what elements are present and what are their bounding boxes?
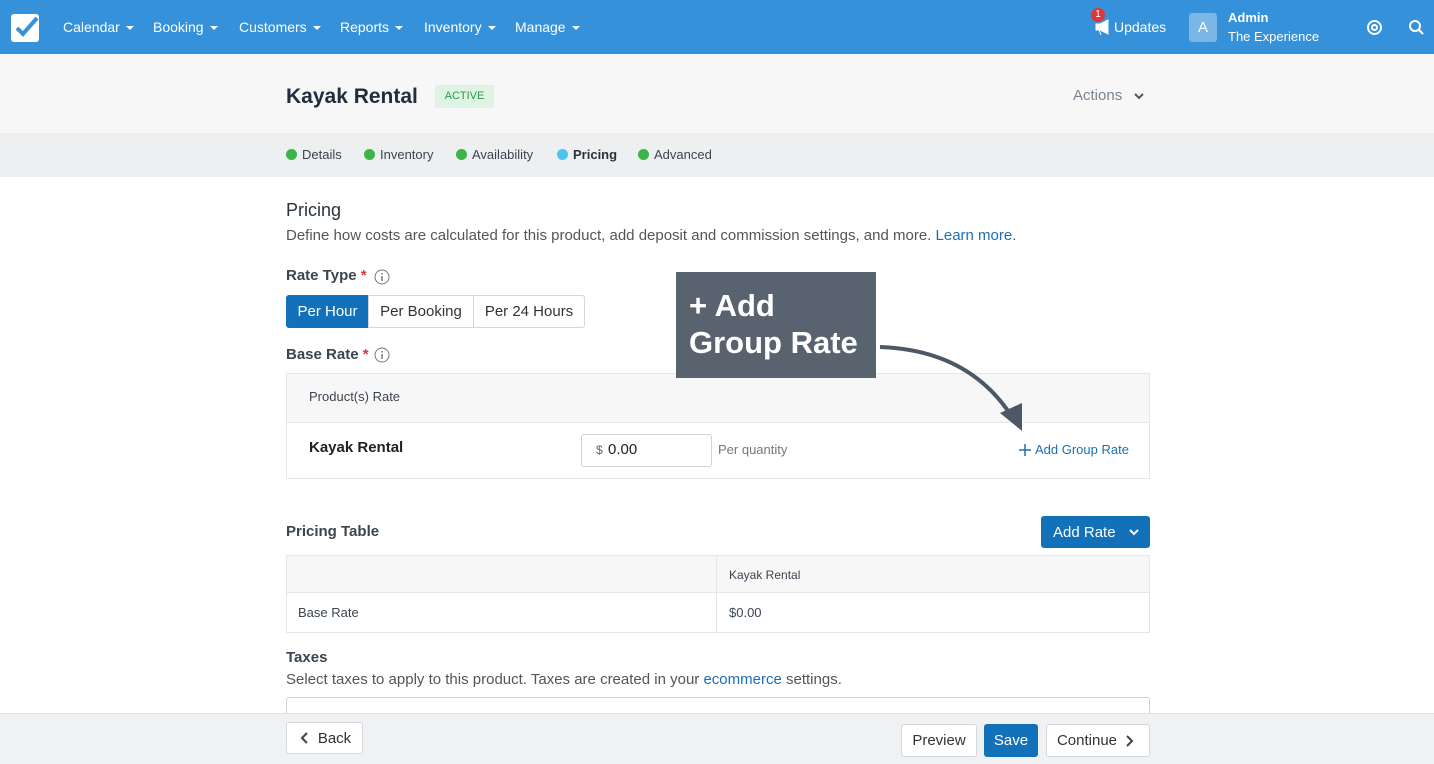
updates-badge: 1 bbox=[1091, 8, 1105, 22]
text: Define how costs are calculated for this… bbox=[286, 227, 932, 244]
step-label[interactable]: Availability bbox=[472, 147, 534, 162]
product-name: Kayak Rental bbox=[309, 439, 404, 456]
header-band: Kayak Rental ACTIVE Actions bbox=[0, 54, 1434, 133]
back-button[interactable]: Back bbox=[286, 722, 363, 754]
megaphone-icon bbox=[1095, 19, 1109, 36]
step-dot bbox=[557, 149, 568, 160]
text: settings. bbox=[786, 671, 842, 688]
callout-arrow bbox=[879, 345, 1022, 431]
pricing-table: Kayak Rental Base Rate $0.00 bbox=[286, 555, 1150, 633]
nav-item[interactable]: Customers bbox=[239, 17, 321, 37]
step-dot bbox=[364, 149, 375, 160]
text: Add Rate bbox=[1053, 523, 1116, 541]
description: Select taxes to apply to this product. T… bbox=[286, 670, 842, 690]
info-icon[interactable] bbox=[374, 347, 390, 363]
text: Base Rate bbox=[286, 346, 359, 363]
amount: 0.00 bbox=[608, 441, 638, 458]
nav-item[interactable]: Reports bbox=[340, 17, 404, 37]
text: Select taxes to apply to this product. T… bbox=[286, 671, 700, 688]
chevron bbox=[1129, 529, 1139, 536]
label: Base Rate * bbox=[286, 345, 369, 365]
steps-band: Details Inventory Availability Pricing Advan… bbox=[0, 133, 1434, 177]
caret bbox=[209, 26, 218, 31]
text: . bbox=[1012, 227, 1017, 244]
step-label[interactable]: Details bbox=[302, 147, 342, 162]
nav-item[interactable]: Inventory bbox=[424, 17, 496, 37]
user-name: Admin bbox=[1228, 10, 1269, 25]
nav-label: Calendar bbox=[63, 19, 120, 35]
label: Rate Type * bbox=[286, 266, 367, 286]
cell: Base Rate bbox=[298, 605, 359, 620]
caret bbox=[312, 26, 321, 31]
add-rate-button[interactable]: Add Rate bbox=[1041, 516, 1150, 548]
nav-item[interactable]: Booking bbox=[153, 17, 218, 37]
save-button[interactable]: Save bbox=[984, 724, 1038, 757]
caret bbox=[395, 26, 404, 31]
callout: + Add Group Rate bbox=[676, 272, 876, 378]
cell: $0.00 bbox=[729, 605, 762, 620]
caret bbox=[571, 26, 580, 31]
table-header bbox=[287, 556, 1149, 593]
required: * bbox=[360, 267, 367, 284]
section-label: Taxes bbox=[286, 649, 328, 666]
section-label: Pricing Table bbox=[286, 523, 380, 540]
chevron bbox=[1126, 734, 1134, 747]
logo[interactable] bbox=[10, 13, 40, 43]
caret bbox=[487, 26, 496, 31]
chevron bbox=[1134, 93, 1144, 100]
segment[interactable]: Per Hour bbox=[286, 295, 369, 328]
avatar[interactable]: A bbox=[1189, 13, 1217, 42]
step-dot bbox=[638, 149, 649, 160]
text: Continue bbox=[1056, 732, 1118, 749]
help-icon[interactable] bbox=[1366, 19, 1383, 36]
search-icon[interactable] bbox=[1408, 19, 1425, 36]
nav-label: Customers bbox=[239, 19, 307, 35]
rate-input[interactable]: $ 0.00 bbox=[581, 434, 712, 467]
actions[interactable]: Actions bbox=[1073, 87, 1123, 104]
nav-label: Inventory bbox=[424, 19, 482, 35]
caret bbox=[125, 26, 134, 31]
column-header: Kayak Rental bbox=[729, 568, 801, 582]
link[interactable]: Learn more bbox=[935, 227, 1013, 244]
section-title: Pricing bbox=[286, 200, 342, 220]
text: Back bbox=[317, 729, 352, 747]
nav-label: Booking bbox=[153, 19, 204, 35]
nav-item[interactable]: Manage bbox=[515, 17, 580, 37]
status-badge: ACTIVE bbox=[435, 85, 494, 108]
footer-bar: Back Preview Save Continue bbox=[0, 713, 1434, 764]
continue-button[interactable]: Continue bbox=[1046, 724, 1150, 757]
preview-button[interactable]: Preview bbox=[901, 724, 977, 757]
unit: Per quantity bbox=[718, 442, 788, 457]
segment[interactable]: Per 24 Hours bbox=[473, 295, 585, 328]
step-label[interactable]: Advanced bbox=[654, 147, 712, 162]
plus-icon bbox=[1019, 444, 1031, 456]
add-group-rate[interactable]: Add Group Rate bbox=[1035, 442, 1129, 457]
step-label[interactable]: Pricing bbox=[573, 147, 618, 162]
description: Define how costs are calculated for this… bbox=[286, 226, 1016, 246]
info-icon[interactable] bbox=[374, 269, 390, 285]
chevron bbox=[300, 732, 308, 744]
step-dot bbox=[456, 149, 467, 160]
required: * bbox=[362, 346, 369, 363]
nav-item[interactable]: Calendar bbox=[63, 17, 134, 37]
currency: $ bbox=[596, 443, 603, 457]
updates[interactable]: Updates bbox=[1114, 19, 1167, 35]
step-label[interactable]: Inventory bbox=[380, 147, 434, 162]
link[interactable]: ecommerce bbox=[703, 671, 782, 688]
page-title: Kayak Rental bbox=[286, 85, 418, 108]
header-label: Product(s) Rate bbox=[309, 389, 401, 404]
text: Rate Type bbox=[286, 267, 357, 284]
nav-label: Manage bbox=[515, 19, 566, 35]
segment[interactable]: Per Booking bbox=[368, 295, 474, 328]
nav-label: Reports bbox=[340, 19, 390, 35]
step-dot bbox=[286, 149, 297, 160]
top-nav: Calendar Booking Customers Reports Inventory… bbox=[0, 0, 1434, 54]
user-org: The Experience bbox=[1228, 29, 1320, 44]
divider bbox=[716, 556, 717, 632]
